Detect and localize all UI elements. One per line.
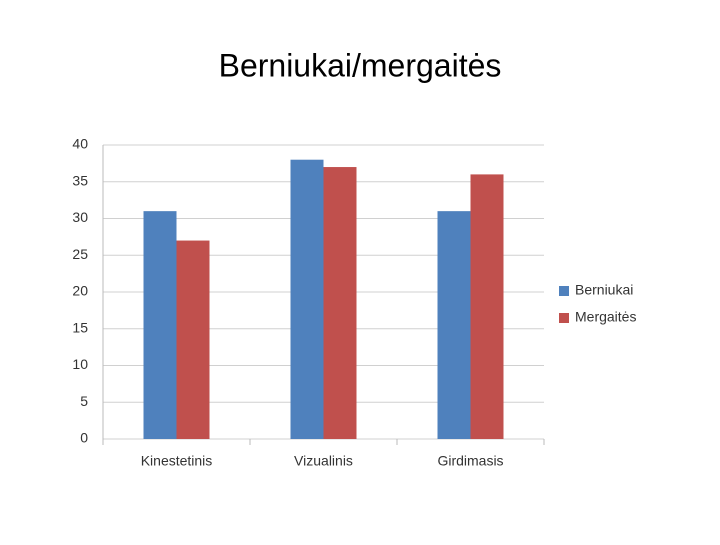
y-tick-label: 10	[72, 356, 88, 372]
bar	[437, 211, 471, 439]
y-tick-label: 5	[80, 393, 88, 409]
bar	[290, 159, 324, 439]
x-tick-label: Girdimasis	[437, 453, 503, 469]
y-tick-label: 15	[72, 319, 88, 335]
bar	[143, 211, 177, 439]
y-tick-label: 20	[72, 283, 88, 299]
y-tick-label: 0	[80, 430, 88, 446]
x-tick-label: Vizualinis	[294, 453, 353, 469]
y-tick-label: 35	[72, 172, 88, 188]
y-tick-label: 30	[72, 209, 88, 225]
bar	[470, 174, 504, 439]
bar	[176, 240, 210, 439]
bar	[323, 167, 357, 440]
legend-label: Berniukai	[575, 282, 633, 298]
legend-swatch	[559, 286, 569, 296]
y-tick-label: 25	[72, 246, 88, 262]
chart-title: Berniukai/mergaitės	[219, 47, 502, 83]
legend-label: Mergaitės	[575, 309, 636, 325]
y-tick-label: 40	[72, 136, 88, 152]
legend-swatch	[559, 313, 569, 323]
x-tick-label: Kinestetinis	[141, 453, 213, 469]
